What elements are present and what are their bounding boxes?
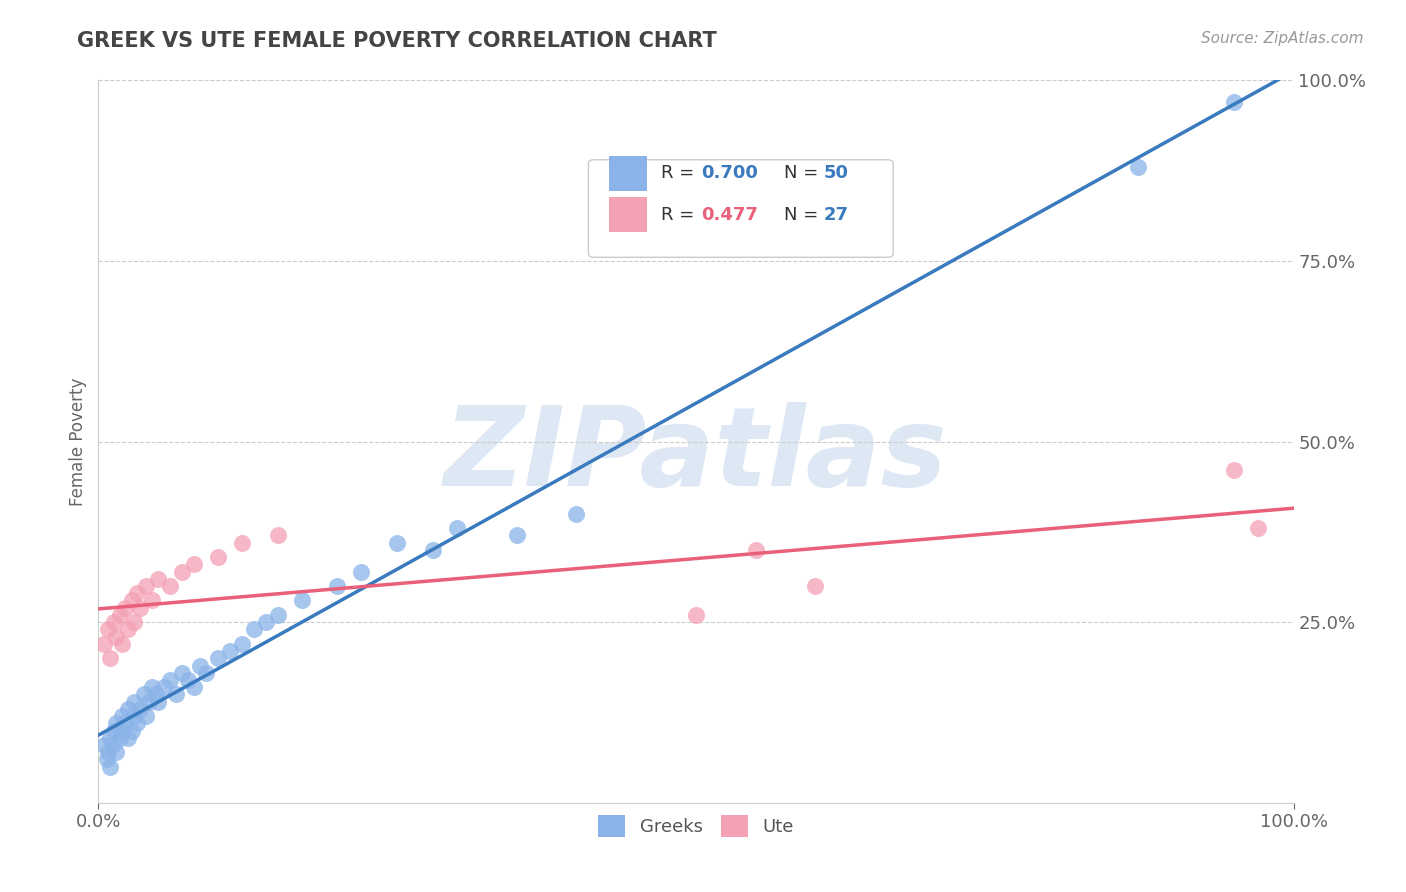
Point — [108, 607, 131, 622]
Point — [93, 738, 115, 752]
Text: ZIPatlas: ZIPatlas — [444, 402, 948, 509]
Point — [385, 535, 409, 549]
Point — [125, 586, 148, 600]
Point — [135, 709, 157, 723]
Text: 0.700: 0.700 — [700, 164, 758, 183]
Text: R =: R = — [661, 164, 700, 183]
Point — [183, 558, 205, 572]
Point — [117, 623, 139, 637]
Point — [129, 600, 152, 615]
Point — [565, 507, 588, 521]
Point — [172, 665, 194, 680]
Point — [145, 687, 167, 701]
Point — [97, 623, 120, 637]
Text: N =: N = — [785, 206, 824, 224]
Point — [111, 709, 134, 723]
Point — [148, 572, 170, 586]
Point — [148, 695, 170, 709]
Point — [138, 695, 160, 709]
Point — [219, 644, 242, 658]
Point — [1247, 521, 1270, 535]
Point — [153, 680, 176, 694]
Point — [254, 615, 277, 630]
Text: GREEK VS UTE FEMALE POVERTY CORRELATION CHART: GREEK VS UTE FEMALE POVERTY CORRELATION … — [77, 31, 717, 51]
Point — [105, 745, 128, 759]
Point — [121, 593, 143, 607]
FancyBboxPatch shape — [609, 197, 647, 232]
Point — [188, 658, 211, 673]
Point — [141, 680, 163, 694]
Point — [177, 673, 200, 687]
Point — [207, 651, 229, 665]
Point — [422, 542, 444, 557]
Text: 0.477: 0.477 — [700, 206, 758, 224]
Point — [1223, 463, 1246, 477]
Point — [105, 716, 128, 731]
Point — [108, 731, 131, 745]
Text: Source: ZipAtlas.com: Source: ZipAtlas.com — [1201, 31, 1364, 46]
Point — [98, 731, 122, 745]
Text: 50: 50 — [824, 164, 849, 183]
Point — [98, 760, 122, 774]
Point — [172, 565, 194, 579]
Point — [195, 665, 218, 680]
FancyBboxPatch shape — [589, 160, 893, 257]
Point — [98, 651, 122, 665]
Point — [124, 709, 146, 723]
Text: N =: N = — [785, 164, 824, 183]
Point — [103, 615, 125, 630]
Point — [183, 680, 205, 694]
Point — [124, 695, 146, 709]
Point — [117, 702, 139, 716]
Legend: Greeks, Ute: Greeks, Ute — [591, 808, 801, 845]
Point — [804, 579, 827, 593]
Point — [267, 607, 290, 622]
Point — [114, 716, 136, 731]
Point — [165, 687, 187, 701]
Point — [114, 600, 136, 615]
Point — [141, 593, 163, 607]
Point — [243, 623, 266, 637]
Point — [111, 723, 134, 738]
Point — [446, 521, 468, 535]
Point — [1223, 95, 1246, 109]
Point — [124, 615, 146, 630]
Point — [121, 723, 143, 738]
Point — [125, 716, 148, 731]
Point — [132, 687, 155, 701]
Point — [96, 752, 118, 766]
Point — [231, 637, 253, 651]
Point — [685, 607, 707, 622]
Y-axis label: Female Poverty: Female Poverty — [69, 377, 87, 506]
Point — [326, 579, 349, 593]
Point — [159, 579, 181, 593]
Point — [93, 637, 115, 651]
Point — [105, 630, 128, 644]
Point — [506, 528, 529, 542]
Point — [231, 535, 253, 549]
Point — [111, 637, 134, 651]
Point — [159, 673, 181, 687]
Point — [103, 723, 125, 738]
Point — [291, 593, 314, 607]
Point — [745, 542, 768, 557]
Point — [129, 702, 152, 716]
FancyBboxPatch shape — [609, 156, 647, 191]
Point — [207, 550, 229, 565]
Point — [117, 731, 139, 745]
Text: R =: R = — [661, 206, 700, 224]
Point — [97, 745, 120, 759]
Point — [135, 579, 157, 593]
Point — [1128, 160, 1150, 174]
Text: 27: 27 — [824, 206, 849, 224]
Point — [267, 528, 290, 542]
Point — [350, 565, 373, 579]
Point — [101, 738, 124, 752]
